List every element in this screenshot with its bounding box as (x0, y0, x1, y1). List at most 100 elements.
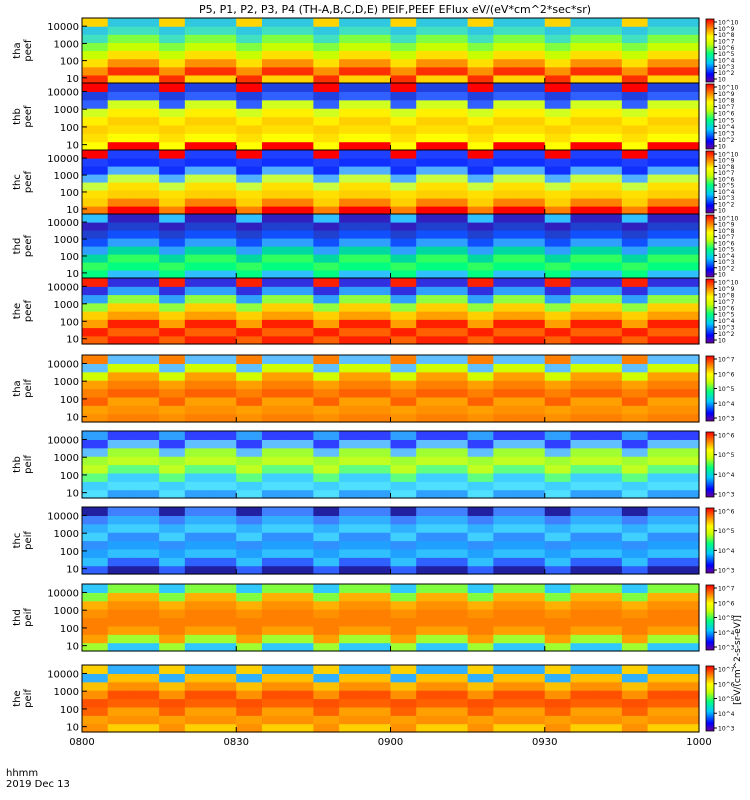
spectrogram-bin (210, 66, 237, 76)
spectrogram-bin (467, 222, 494, 231)
spectrogram-bin (544, 625, 572, 635)
spectrogram-bin (519, 158, 546, 167)
spectrogram-bin (596, 116, 623, 126)
spectrogram-bin (313, 158, 340, 167)
colorbar-tick-label: 10^4 (718, 401, 735, 408)
spectrogram-bin (210, 431, 237, 440)
spectrogram-bin (467, 26, 494, 35)
spectrogram-bin (313, 174, 340, 183)
spectrogram-bin (621, 481, 649, 491)
spectrogram-bin (493, 706, 520, 716)
spectrogram-bin (210, 133, 237, 143)
spectrogram-bin (261, 335, 289, 345)
spectrogram-bin (313, 439, 340, 449)
x-tick-label: 1000 (686, 737, 711, 748)
spectrogram-bin (339, 124, 366, 134)
spectrogram-bin (210, 214, 237, 223)
spectrogram-bin (570, 335, 597, 345)
spectrogram-bin (596, 472, 623, 482)
spectrogram-bin (570, 278, 597, 287)
spectrogram-bin (416, 592, 443, 602)
spectrogram-bin (416, 246, 443, 255)
spectrogram-bin (647, 617, 674, 627)
spectrogram-bin (596, 124, 623, 134)
spectrogram-bin (107, 600, 135, 610)
spectrogram-bin (210, 124, 237, 134)
spectrogram-bin (596, 254, 623, 263)
colorbar-tick-label: 10^3 (718, 195, 735, 202)
spectrogram-bin (596, 141, 623, 151)
spectrogram-bin (596, 431, 623, 440)
spectrogram-bin (184, 413, 212, 423)
spectrogram-bin (210, 690, 237, 700)
spectrogram-bin (467, 481, 494, 491)
spectrogram-bin (313, 396, 340, 406)
panel-label: peif (23, 689, 34, 708)
spectrogram-bin (673, 489, 700, 499)
spectrogram-bin (261, 174, 289, 183)
spectrogram-bin (184, 388, 212, 398)
spectrogram-bin (82, 706, 109, 716)
spectrogram-bin (493, 83, 520, 92)
spectrogram-bin (416, 557, 443, 567)
spectrogram-bin (596, 158, 623, 167)
spectrogram-bin (184, 327, 212, 337)
spectrogram-bin (313, 50, 340, 60)
spectrogram-bin (416, 584, 443, 593)
spectrogram-bin (544, 548, 572, 558)
spectrogram-bin (544, 58, 572, 68)
spectrogram-bin (673, 214, 700, 223)
spectrogram-bin (159, 294, 186, 304)
spectrogram-bin (159, 715, 186, 725)
spectrogram-bin (107, 515, 135, 525)
spectrogram-bin (82, 141, 109, 151)
spectrogram-bin (82, 565, 109, 575)
spectrogram-bin (107, 311, 135, 320)
spectrogram-bin (236, 565, 263, 575)
spectrogram-bin (519, 540, 546, 550)
spectrogram-bin (82, 254, 109, 263)
spectrogram-bin (519, 507, 546, 516)
spectrogram-bin (287, 723, 314, 733)
spectrogram-bin (107, 124, 135, 134)
colorbar-tick-label: 10^6 (718, 240, 735, 247)
figure-title: P5, P1, P2, P3, P4 (TH-A,B,C,D,E) PEIF,P… (199, 3, 591, 16)
spectrogram-bin (313, 600, 340, 610)
spectrogram-bin (673, 327, 700, 337)
colorbar-tick-label: 10^7 (718, 39, 735, 46)
spectrogram-bin (544, 166, 572, 175)
spectrogram-bin (493, 447, 520, 457)
spectrogram-bin (159, 166, 186, 175)
spectrogram-bin (467, 625, 494, 635)
spectrogram-bin (261, 388, 289, 398)
spectrogram-bin (339, 481, 366, 491)
spectrogram-bin (467, 124, 494, 134)
spectrogram-bin (416, 133, 443, 143)
colorbar-tick-label: 10^9 (718, 286, 735, 293)
spectrogram-bin (210, 262, 237, 271)
spectrogram-bin (184, 723, 212, 733)
spectrogram-bin (673, 42, 700, 52)
spectrogram-bin (261, 133, 289, 143)
spectrogram-bin (287, 380, 314, 390)
spectrogram-bin (236, 174, 263, 183)
spectrogram-bin (519, 91, 546, 101)
spectrogram-bin (544, 380, 572, 390)
spectrogram-bin (570, 532, 597, 542)
spectrogram-bin (390, 141, 417, 151)
spectrogram-bin (647, 335, 674, 345)
spectrogram-bin (519, 600, 546, 610)
spectrogram-bin (107, 50, 135, 60)
spectrogram-bin (107, 66, 135, 76)
spectrogram-bin (82, 464, 109, 474)
spectrogram-bin (673, 108, 700, 118)
spectrogram-bin (107, 286, 135, 296)
spectrogram-bin (544, 371, 572, 381)
spectrogram-bin (339, 254, 366, 263)
spectrogram-bin (107, 690, 135, 700)
spectrogram-bin (210, 58, 237, 68)
spectrogram-bin (441, 396, 469, 406)
spectrogram-bin (339, 515, 366, 525)
spectrogram-bin (210, 396, 237, 406)
